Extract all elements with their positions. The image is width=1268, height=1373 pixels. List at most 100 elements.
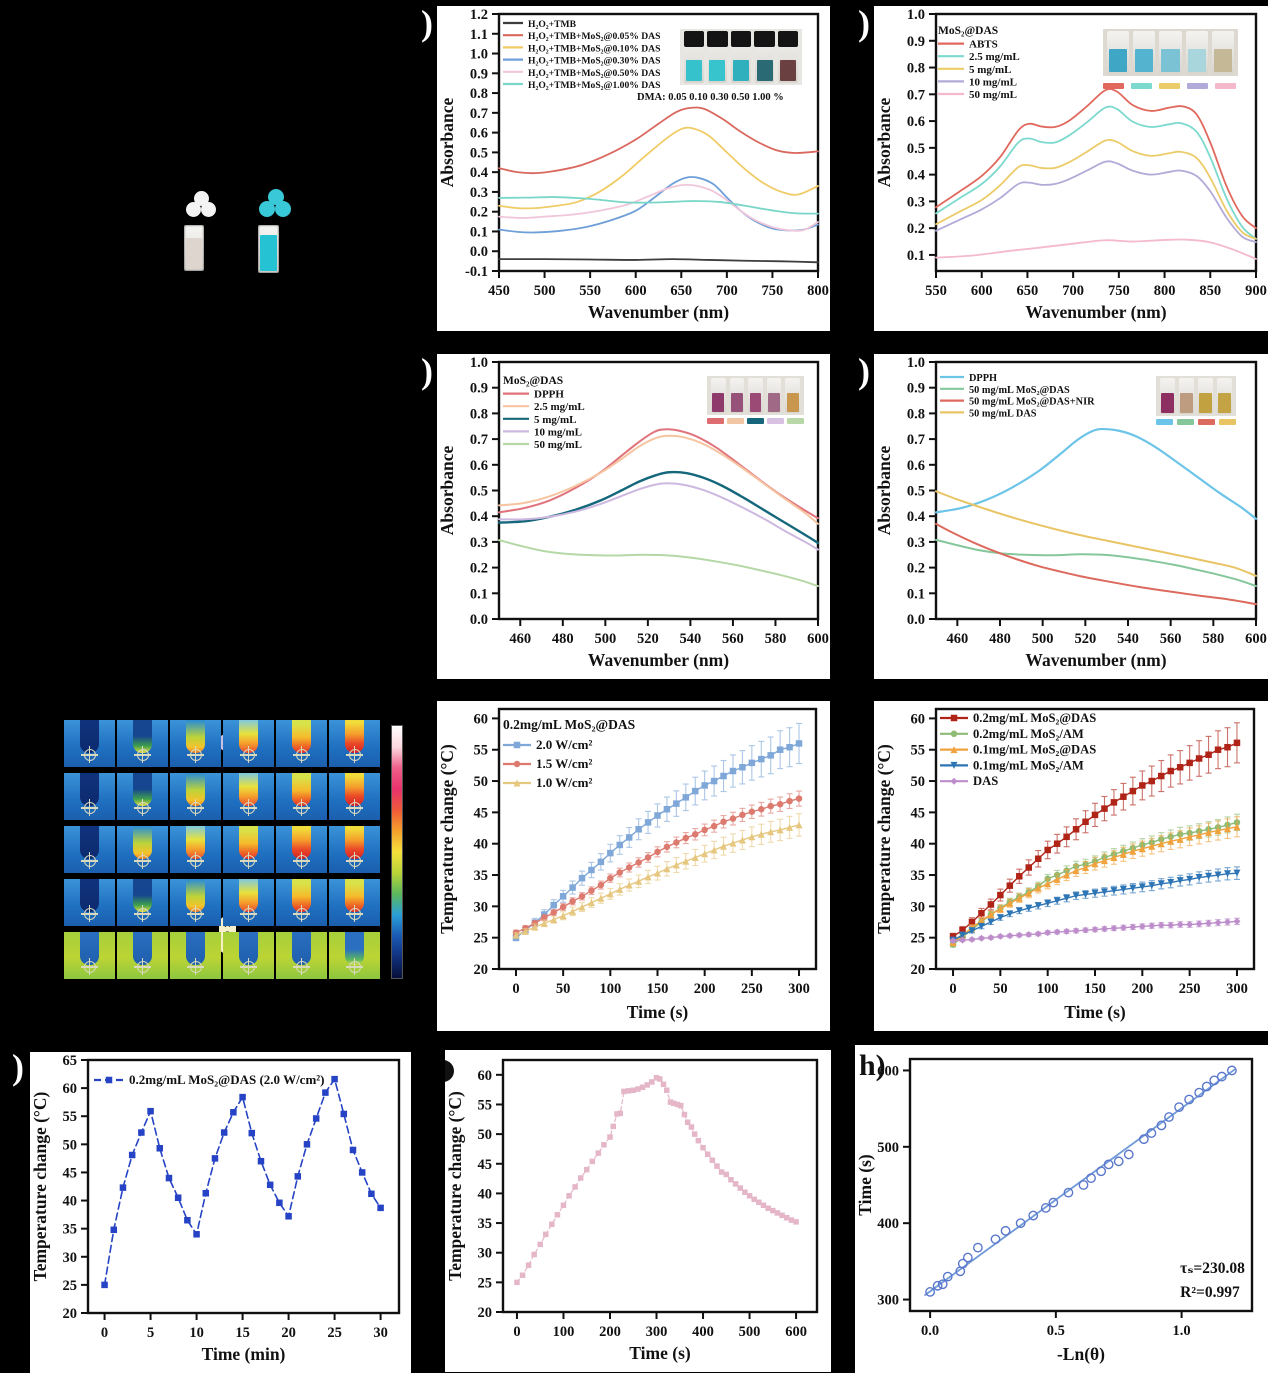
thermal-image [276, 826, 327, 873]
sample-vial [729, 378, 745, 413]
sample-vial [748, 378, 763, 413]
chart-f-heating-samples: 0 50 100 150 200 250 300 20 25 30 35 40 45 50 55 60 Time… [874, 701, 1268, 1031]
crosshair-marker-icon [239, 905, 257, 922]
svg-text:200: 200 [694, 981, 716, 997]
svg-text:1.0: 1.0 [907, 355, 925, 371]
crosshair-marker-icon [186, 746, 204, 763]
svg-text:45: 45 [911, 805, 926, 821]
svg-text:0.3: 0.3 [907, 194, 925, 210]
svg-text:0.7: 0.7 [470, 106, 488, 122]
chart-g-heating-cycles: 0 5 10 15 20 25 30 20 25 30 35 40 45 50 55 60 65 Time (mi… [30, 1052, 411, 1373]
crosshair-marker-icon [133, 799, 151, 816]
chart-canvas: 460 480 500 520 540 560 580 600 0.0 0.1 0.2 0.3 0.4 0… [437, 355, 829, 670]
sample-vial [711, 378, 726, 413]
thermal-image [329, 773, 380, 820]
thermal-image [223, 773, 274, 820]
cuvette-clear [184, 225, 204, 271]
panel-label-g: ) [12, 1047, 24, 1087]
svg-text:5 mg/mL: 5 mg/mL [534, 414, 576, 426]
svg-text:ABTS: ABTS [969, 39, 998, 51]
svg-text:0.2: 0.2 [470, 205, 488, 221]
svg-text:25: 25 [911, 931, 926, 947]
svg-text:20: 20 [474, 962, 489, 978]
svg-text:50: 50 [993, 981, 1008, 997]
svg-text:800: 800 [807, 283, 829, 299]
thermal-image [64, 773, 115, 820]
svg-text:25: 25 [478, 1275, 493, 1291]
svg-text:30: 30 [373, 1325, 388, 1341]
thermal-image [64, 826, 115, 873]
crosshair-marker-icon [239, 852, 257, 869]
vial-photo-inset [1103, 29, 1238, 76]
sample-vial [1159, 31, 1182, 74]
vial-photo-inset [1156, 376, 1236, 416]
svg-text:65: 65 [63, 1053, 78, 1069]
crosshair-marker-icon [186, 958, 204, 975]
svg-text:0.1: 0.1 [470, 224, 488, 240]
svg-text:0.4: 0.4 [907, 168, 925, 184]
thermal-image [170, 932, 221, 979]
sample-vial [1133, 31, 1156, 74]
chart-canvas: 0.0 0.5 1.0 300 400 500 600 -Ln(θ) Time (s) τₛ=23… [855, 1057, 1254, 1364]
chart-h-time-constant-fit: 0.0 0.5 1.0 300 400 500 600 -Ln(θ) Time (s) τₛ=23… [855, 1045, 1268, 1373]
svg-text:650: 650 [1017, 283, 1039, 299]
oxtmb-molecule-cluster [259, 189, 293, 217]
thermal-image [276, 932, 327, 979]
crosshair-marker-icon [292, 852, 310, 869]
svg-text:0.0: 0.0 [470, 612, 488, 628]
crosshair-marker-icon [186, 799, 204, 816]
thermal-image [170, 773, 221, 820]
chart-canvas: 0 5 10 15 20 25 30 20 25 30 35 40 45 50 55 60 65 Time (mi… [30, 1053, 401, 1364]
svg-text:1.2: 1.2 [470, 7, 488, 23]
thermal-image [64, 720, 115, 767]
svg-text:25: 25 [474, 931, 489, 947]
svg-text:Absorbance: Absorbance [874, 446, 894, 536]
svg-text:MoS₂@DAS: MoS₂@DAS [503, 375, 563, 387]
svg-text:DAS: DAS [973, 774, 998, 788]
svg-text:50: 50 [474, 774, 489, 790]
legend-color-swatches [1156, 419, 1236, 425]
svg-text:0.8: 0.8 [907, 406, 925, 422]
svg-text:0: 0 [512, 981, 519, 997]
svg-text:0.7: 0.7 [907, 87, 925, 103]
svg-text:500: 500 [1032, 631, 1054, 647]
svg-text:5: 5 [147, 1325, 154, 1341]
sample-vial [730, 31, 752, 83]
svg-text:300: 300 [646, 1324, 668, 1340]
thermal-image [276, 773, 327, 820]
svg-text:35: 35 [474, 868, 489, 884]
svg-text:500: 500 [739, 1324, 761, 1340]
vial-photo-inset [680, 29, 802, 85]
svg-text:50: 50 [911, 774, 926, 790]
svg-text:250: 250 [1179, 981, 1201, 997]
svg-text:0.8: 0.8 [470, 406, 488, 422]
crosshair-marker-icon [239, 746, 257, 763]
svg-text:0.6: 0.6 [470, 458, 488, 474]
crosshair-marker-icon [345, 905, 363, 922]
svg-text:-0.1: -0.1 [465, 264, 488, 280]
chart-c-abts-absorbance: 550 600 650 700 750 800 850 900 0.1 0.2 0.3 0.4 0.5 0… [874, 6, 1268, 331]
svg-text:Time (s): Time (s) [629, 1343, 691, 1363]
chart-canvas: 0 50 100 150 200 250 300 20 25 30 35 40 45 50 55 60 Time… [874, 707, 1256, 1022]
svg-text:45: 45 [478, 1157, 493, 1173]
svg-text:0.9: 0.9 [470, 381, 488, 397]
svg-text:460: 460 [946, 631, 968, 647]
svg-text:500: 500 [534, 283, 556, 299]
svg-text:40: 40 [478, 1186, 493, 1202]
sample-vial [1217, 378, 1232, 414]
svg-text:50: 50 [478, 1127, 493, 1143]
thermal-image [329, 826, 380, 873]
svg-text:0.2mg/mL MoS₂/AM: 0.2mg/mL MoS₂/AM [973, 727, 1084, 741]
svg-text:520: 520 [1074, 631, 1096, 647]
svg-text:150: 150 [1084, 981, 1106, 997]
svg-text:0.6: 0.6 [907, 114, 925, 130]
svg-text:H₂O₂+TMB+MoS₂@0.30% DAS: H₂O₂+TMB+MoS₂@0.30% DAS [528, 56, 660, 67]
svg-text:300: 300 [877, 1293, 899, 1309]
svg-text:R²=0.997: R²=0.997 [1180, 1284, 1240, 1301]
thermal-images-panel [64, 720, 382, 986]
molecule-icon [259, 201, 275, 217]
crosshair-marker-icon [292, 958, 310, 975]
svg-text:0: 0 [949, 981, 956, 997]
thermal-image [170, 720, 221, 767]
crosshair-marker-icon [133, 958, 151, 975]
